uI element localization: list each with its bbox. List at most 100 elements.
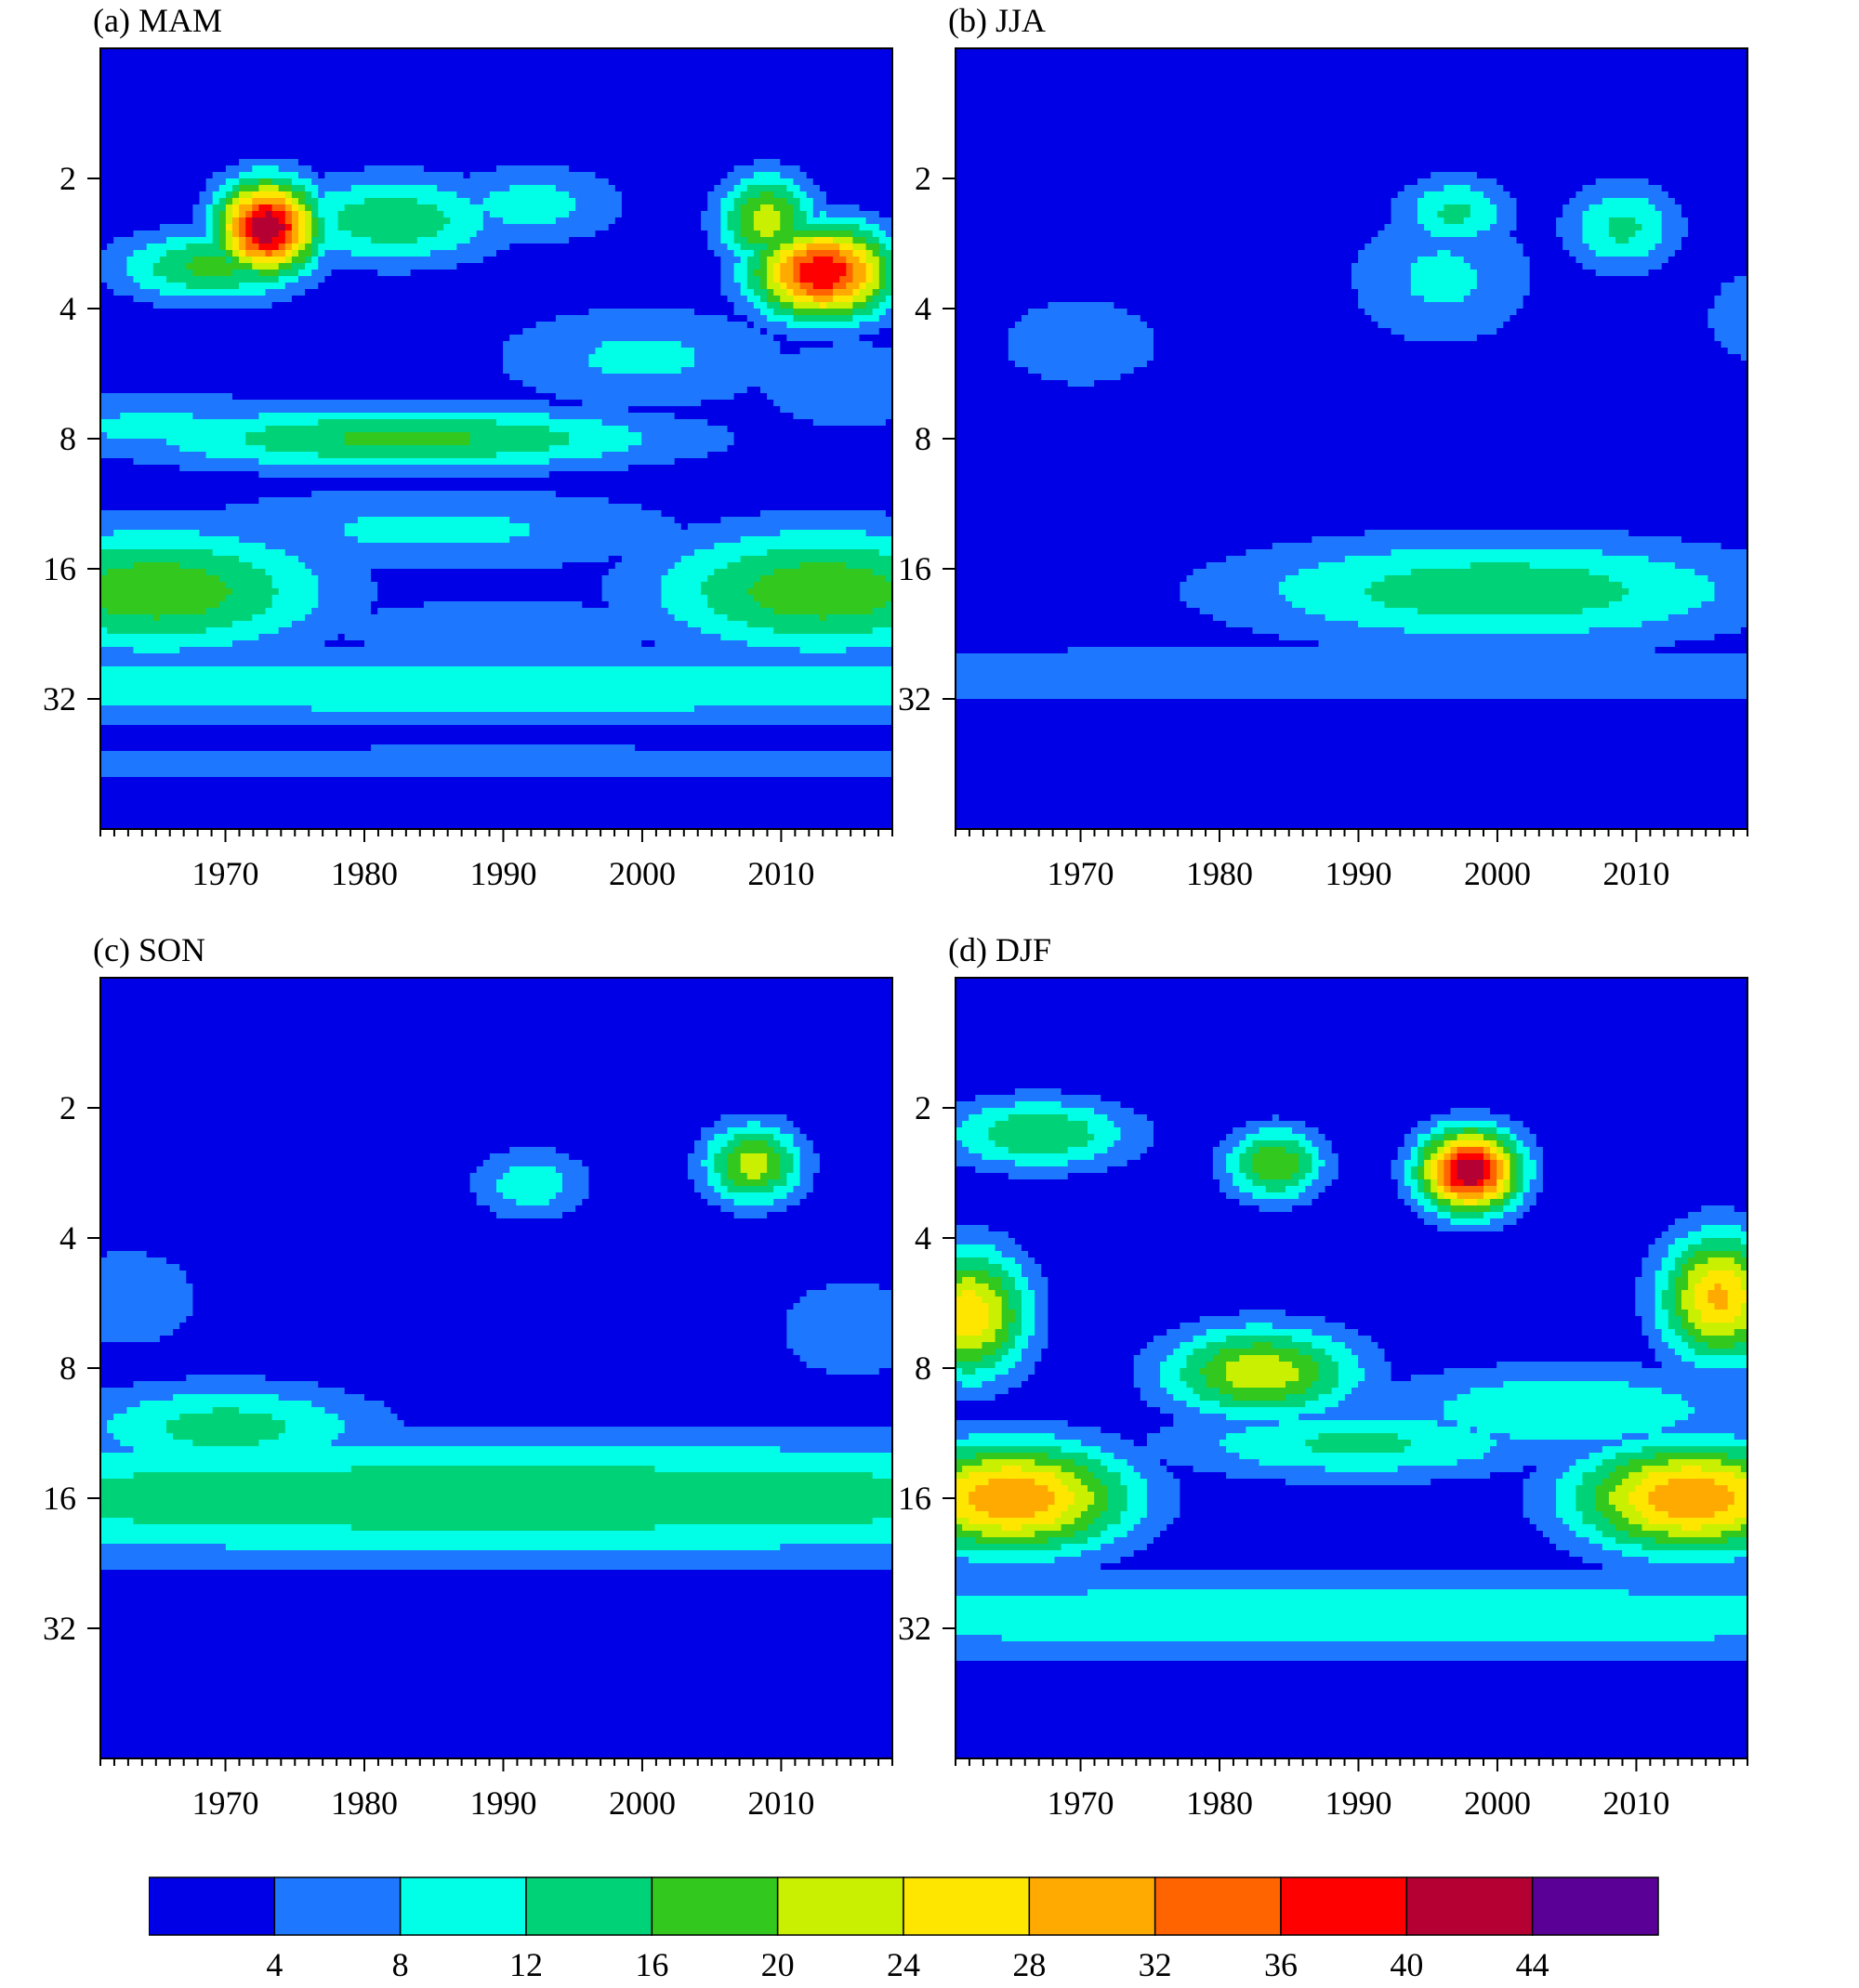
heatmap-cell (956, 679, 1748, 687)
heatmap-cell (1490, 1160, 1497, 1167)
heatmap-cell (956, 1238, 1016, 1245)
heatmap-cell (100, 1635, 893, 1642)
heatmap-cell (482, 217, 504, 225)
heatmap-cell (969, 1498, 1056, 1506)
heatmap-cell (793, 250, 808, 257)
heatmap-cell (1681, 1524, 1702, 1532)
heatmap-cell (1154, 1127, 1233, 1135)
heatmap-cell (212, 217, 220, 225)
heatmap-cell (1417, 1153, 1425, 1161)
heatmap-cell (100, 1147, 510, 1154)
heatmap-cell (1668, 1310, 1676, 1317)
heatmap-cell (982, 1108, 1095, 1115)
heatmap-cell (1028, 1375, 1135, 1382)
heatmap-cell (956, 1342, 982, 1349)
heatmap-cell (218, 575, 273, 583)
heatmap-cell (956, 1310, 990, 1317)
heatmap-cell (305, 185, 319, 192)
heatmap-cell (1094, 1134, 1122, 1141)
heatmap-cell (1740, 1303, 1748, 1310)
heatmap-cell (956, 1446, 1062, 1454)
heatmap-cell (1417, 1179, 1425, 1187)
heatmap-cell (1503, 1192, 1510, 1200)
heatmap-cell (1628, 1589, 1748, 1597)
y-tick-label: 32 (898, 680, 931, 718)
heatmap-cell (1417, 204, 1444, 212)
heatmap-cell (956, 491, 1748, 498)
heatmap-cell (1252, 1179, 1299, 1187)
heatmap-cell (773, 276, 781, 283)
heatmap-cell (740, 289, 755, 296)
heatmap-cell (1674, 1277, 1689, 1284)
heatmap-cell (100, 1752, 893, 1759)
heatmap-cell (218, 211, 227, 218)
heatmap-cell (100, 588, 233, 596)
heatmap-cell (1734, 276, 1748, 283)
heatmap-cell (212, 549, 286, 557)
heatmap-cell (1008, 1270, 1022, 1278)
heatmap-cell (245, 439, 346, 446)
heatmap-cell (1101, 1427, 1161, 1434)
heatmap-cell (1094, 1472, 1122, 1480)
heatmap-cell (1569, 198, 1603, 205)
heatmap-cell (1661, 237, 1682, 244)
heatmap-cell (1463, 1199, 1478, 1206)
heatmap-cell (799, 276, 840, 283)
heatmap-cell (1529, 562, 1676, 570)
heatmap-cell (522, 328, 761, 336)
heatmap-cell (535, 322, 748, 329)
heatmap-cell (714, 608, 774, 615)
heatmap-cell (780, 159, 893, 166)
heatmap-cell (733, 270, 748, 277)
heatmap-cell (1707, 1257, 1735, 1265)
heatmap-cell (1431, 230, 1478, 238)
heatmap-cell (707, 198, 721, 205)
heatmap-cell (100, 237, 114, 244)
heatmap-cell (995, 1394, 1141, 1402)
heatmap-cell (100, 790, 893, 797)
heatmap-cell (192, 217, 207, 225)
heatmap-cell (733, 250, 755, 257)
colorbar-label: 44 (1516, 1946, 1549, 1983)
heatmap-cell (239, 224, 246, 231)
heatmap-cell (878, 257, 887, 264)
heatmap-cell (956, 731, 1748, 739)
heatmap-cell (1576, 1505, 1597, 1512)
heatmap-cell (786, 1147, 801, 1154)
heatmap-cell (344, 1420, 405, 1428)
heatmap-cell (1628, 530, 1748, 537)
heatmap-cell (1589, 204, 1656, 212)
heatmap-cell (982, 1153, 1095, 1161)
heatmap-cell (1410, 1147, 1418, 1154)
heatmap-cell (1694, 1362, 1748, 1369)
heatmap-cell (1727, 348, 1748, 355)
heatmap-cell (186, 1316, 788, 1323)
heatmap-cell (1014, 1257, 1035, 1265)
heatmap-cell (100, 1186, 471, 1193)
heatmap-cell (1701, 1310, 1742, 1317)
heatmap-cell (799, 348, 893, 355)
heatmap-cell (733, 263, 748, 270)
heatmap-cell (311, 217, 319, 225)
heatmap-cell (852, 302, 867, 309)
heatmap-cell (621, 204, 708, 212)
heatmap-cell (192, 257, 227, 264)
heatmap-cell (1734, 1498, 1748, 1506)
heatmap-cell (975, 1453, 1048, 1460)
heatmap-cell (100, 1303, 193, 1310)
heatmap-cell (780, 1160, 795, 1167)
heatmap-cell (746, 640, 893, 648)
heatmap-cell (100, 1121, 715, 1128)
heatmap-cell (872, 627, 893, 635)
heatmap-cell (956, 198, 1392, 205)
heatmap-cell (740, 1166, 768, 1174)
heatmap-cell (1450, 1166, 1458, 1174)
heatmap-cell (377, 582, 603, 589)
heatmap-cell (225, 595, 273, 602)
heatmap-cell (956, 1264, 1003, 1271)
heatmap-cell (956, 1212, 1418, 1219)
heatmap-cell (100, 354, 504, 362)
heatmap-cell (1022, 1303, 1035, 1310)
heatmap-cell (1365, 1375, 1392, 1382)
heatmap-cell (1146, 361, 1748, 368)
